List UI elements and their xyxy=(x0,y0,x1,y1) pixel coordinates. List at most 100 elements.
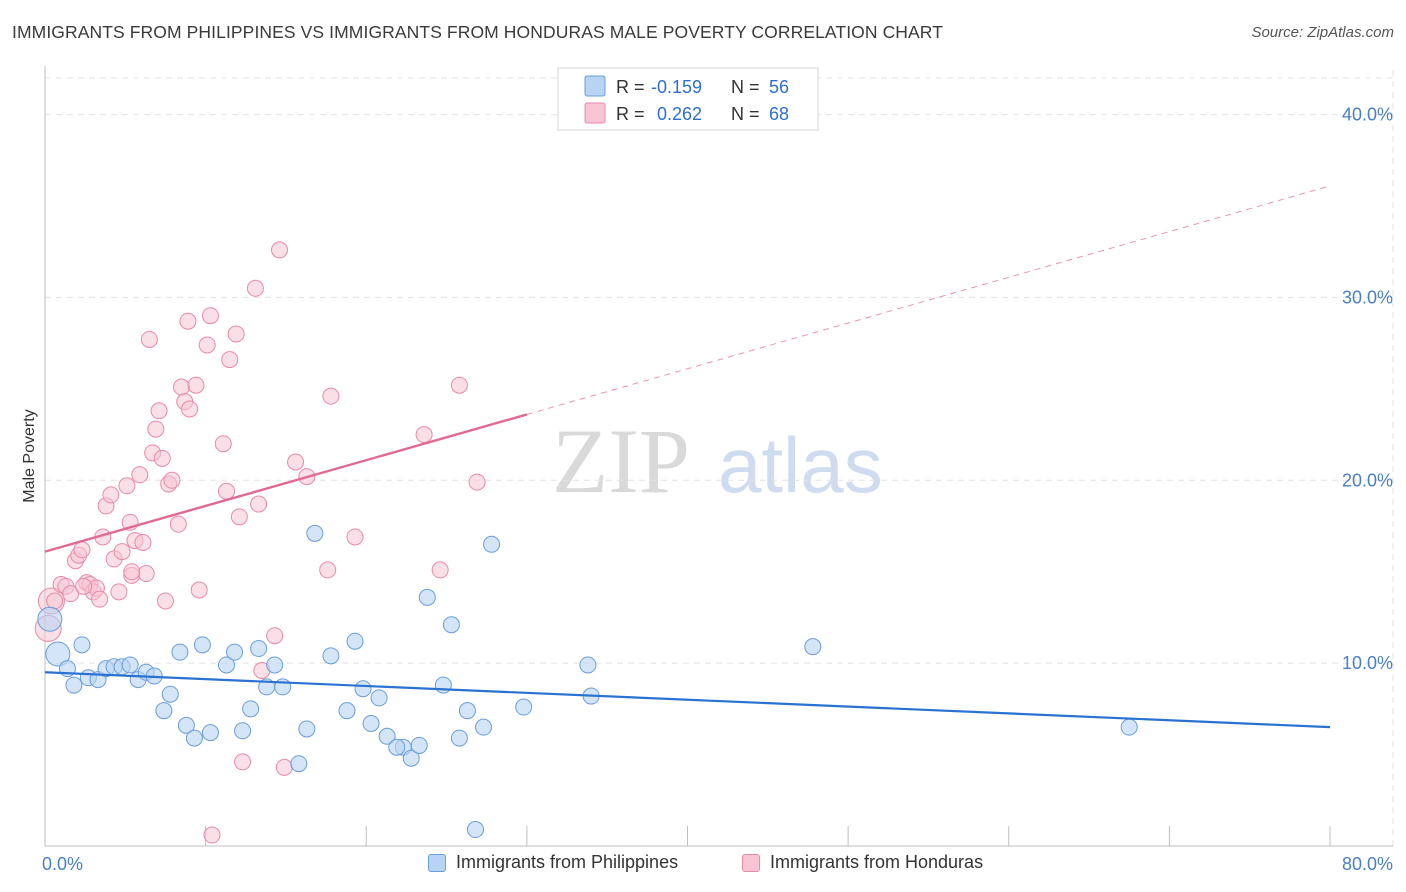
honduras-point xyxy=(275,758,293,776)
philippines-point xyxy=(298,720,316,738)
honduras-point xyxy=(169,515,187,533)
legend-item-honduras[interactable]: Immigrants from Honduras xyxy=(742,852,983,873)
philippines-point xyxy=(121,656,139,674)
honduras-point xyxy=(134,533,152,551)
philippines-point xyxy=(226,643,244,661)
philippines-point xyxy=(201,724,219,742)
honduras-point xyxy=(198,336,216,354)
chart-title: IMMIGRANTS FROM PHILIPPINES VS IMMIGRANT… xyxy=(12,22,944,42)
philippines-point xyxy=(362,714,380,732)
philippines-point xyxy=(73,636,91,654)
philippines-point xyxy=(458,702,476,720)
legend-n-value-2: 68 xyxy=(769,104,789,124)
honduras-point xyxy=(181,400,199,418)
philippines-point xyxy=(177,716,195,734)
philippines-point xyxy=(338,702,356,720)
honduras-point xyxy=(147,420,165,438)
honduras-point xyxy=(214,435,232,453)
x-tick-labels: 0.0% 80.0% xyxy=(42,854,1393,874)
legend-swatch-pink xyxy=(584,102,606,124)
philippines-points xyxy=(37,524,1138,839)
x-tick-label: 80.0% xyxy=(1342,854,1393,874)
watermark-zip: ZIP xyxy=(552,410,690,512)
honduras-trendline-extension xyxy=(526,185,1331,415)
philippines-point xyxy=(418,588,436,606)
bottom-legend: Immigrants from Philippines Immigrants f… xyxy=(0,852,1406,878)
honduras-point xyxy=(163,471,181,489)
honduras-point xyxy=(266,627,284,645)
legend-item-philippines[interactable]: Immigrants from Philippines xyxy=(428,852,678,873)
honduras-point xyxy=(227,325,245,343)
legend-swatch-blue xyxy=(584,75,606,97)
legend-n-label-2: N = xyxy=(731,104,760,124)
philippines-point xyxy=(515,698,533,716)
philippines-point xyxy=(378,727,396,745)
honduras-point xyxy=(131,466,149,484)
honduras-point xyxy=(431,561,449,579)
honduras-point xyxy=(156,592,174,610)
philippines-point xyxy=(579,656,597,674)
honduras-point xyxy=(246,279,264,297)
legend-label-honduras: Immigrants from Honduras xyxy=(770,852,984,872)
philippines-point xyxy=(322,647,340,665)
philippines-point xyxy=(1120,718,1138,736)
philippines-trendline xyxy=(44,671,1331,729)
honduras-point xyxy=(201,307,219,325)
legend-r-label-2: R = xyxy=(616,104,645,124)
honduras-point xyxy=(150,402,168,420)
y-tick-label: 40.0% xyxy=(1342,105,1393,125)
honduras-trendline xyxy=(44,413,528,553)
legend-n-value-1: 56 xyxy=(769,77,789,97)
philippines-point xyxy=(45,641,71,667)
honduras-point xyxy=(346,528,364,546)
philippines-point xyxy=(171,643,189,661)
watermark-atlas: atlas xyxy=(718,421,883,509)
honduras-points xyxy=(34,241,486,844)
honduras-point xyxy=(468,473,486,491)
honduras-point xyxy=(450,376,468,394)
honduras-point xyxy=(271,241,289,259)
honduras-point xyxy=(123,563,141,581)
legend-r-label-1: R = xyxy=(616,77,645,97)
x-tick-label: 0.0% xyxy=(42,854,83,874)
philippines-swatch-icon xyxy=(428,853,446,872)
philippines-point xyxy=(388,738,406,756)
honduras-point xyxy=(91,590,109,608)
legend-r-value-2: 0.262 xyxy=(657,104,702,124)
philippines-point xyxy=(466,821,484,839)
philippines-point xyxy=(370,689,388,707)
honduras-point xyxy=(173,378,191,396)
y-tick-label: 10.0% xyxy=(1342,653,1393,673)
honduras-point xyxy=(110,583,128,601)
philippines-point xyxy=(65,676,83,694)
honduras-point xyxy=(218,482,236,500)
axes xyxy=(44,66,1393,847)
honduras-point xyxy=(203,826,221,844)
honduras-point xyxy=(234,753,252,771)
philippines-point xyxy=(402,749,420,767)
legend-label-philippines: Immigrants from Philippines xyxy=(456,852,679,872)
philippines-point xyxy=(354,680,372,698)
philippines-point xyxy=(290,755,308,773)
philippines-point xyxy=(450,729,468,747)
gridlines xyxy=(45,70,1394,846)
legend-n-label-1: N = xyxy=(731,77,760,97)
philippines-point xyxy=(410,736,428,754)
honduras-point xyxy=(46,592,64,610)
honduras-point xyxy=(230,508,248,526)
honduras-point xyxy=(118,477,136,495)
philippines-point xyxy=(161,685,179,703)
honduras-point xyxy=(140,330,158,348)
honduras-point xyxy=(319,561,337,579)
y-tick-label: 20.0% xyxy=(1342,470,1393,490)
philippines-point xyxy=(266,656,284,674)
honduras-point xyxy=(75,577,93,595)
philippines-point xyxy=(250,640,268,658)
honduras-point xyxy=(415,426,433,444)
honduras-point xyxy=(73,541,91,559)
trend-lines xyxy=(44,185,1331,729)
legend-r-value-1: -0.159 xyxy=(651,77,702,97)
honduras-point xyxy=(179,312,197,330)
y-tick-label: 30.0% xyxy=(1342,287,1393,307)
source-label: Source: ZipAtlas.com xyxy=(1251,24,1394,41)
